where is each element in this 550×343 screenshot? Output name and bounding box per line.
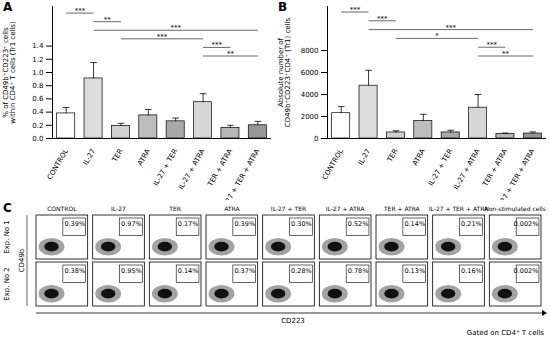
html-text:B: B	[278, 0, 288, 14]
svg-text:IL-27 + TER + ATRA: IL-27 + TER + ATRA	[495, 147, 537, 200]
svg-text:IL-27: IL-27	[82, 148, 98, 167]
svg-text:0.6: 0.6	[32, 95, 44, 103]
svg-text:0.39%: 0.39%	[234, 220, 255, 228]
svg-text:6000: 6000	[301, 69, 319, 77]
svg-text:***: ***	[75, 7, 86, 15]
svg-text:0.14%: 0.14%	[404, 220, 425, 228]
svg-text:IL-27 + TER: IL-27 + TER	[427, 148, 455, 188]
svg-text:CONTROL: CONTROL	[321, 148, 345, 182]
svg-text:***: ***	[157, 33, 168, 41]
svg-text:% of CD49b⁺CD223⁺ cellswithin: % of CD49b⁺CD223⁺ cellswithin CD4⁺ T cel…	[2, 21, 17, 124]
svg-text:ATRA: ATRA	[224, 205, 240, 212]
svg-text:***: ***	[212, 41, 223, 49]
svg-text:0.21%: 0.21%	[461, 220, 482, 228]
svg-text:*: *	[435, 32, 439, 40]
svg-text:0.28%: 0.28%	[291, 267, 312, 275]
svg-text:Exp. No 1: Exp. No 1	[3, 220, 11, 254]
svg-text:IL-27 + TER: IL-27 + TER	[271, 205, 306, 212]
svg-text:0.0: 0.0	[32, 135, 43, 143]
svg-text:2000: 2000	[301, 113, 319, 121]
svg-text:0: 0	[314, 135, 318, 143]
svg-text:1.4: 1.4	[32, 42, 44, 50]
svg-text:IL-27 + TER: IL-27 + TER	[152, 148, 180, 188]
svg-text:0.002%: 0.002%	[514, 267, 539, 275]
svg-text:IL-27: IL-27	[357, 148, 373, 167]
svg-text:IL-27 + TER + ATRA: IL-27 + TER + ATRA	[429, 205, 489, 212]
svg-text:IL-27 + ATRA: IL-27 + ATRA	[452, 147, 482, 191]
svg-text:8000: 8000	[301, 47, 319, 55]
svg-text:C: C	[3, 201, 12, 215]
svg-text:TER + ATRA: TER + ATRA	[383, 205, 421, 212]
svg-text:0.37%: 0.37%	[234, 267, 255, 275]
svg-text:0.39%: 0.39%	[64, 220, 85, 228]
svg-text:***: ***	[377, 15, 388, 23]
svg-text:0.95%: 0.95%	[121, 267, 142, 275]
svg-text:**: **	[502, 50, 510, 58]
svg-text:0.38%: 0.38%	[64, 267, 85, 275]
svg-text:0.78%: 0.78%	[348, 267, 369, 275]
svg-text:IL-27 + TER + ATRA: IL-27 + TER + ATRA	[220, 147, 262, 200]
svg-text:TER: TER	[385, 148, 399, 165]
svg-text:TER + ATRA: TER + ATRA	[206, 147, 234, 188]
svg-text:1.2: 1.2	[32, 56, 43, 64]
svg-text:***: ***	[350, 6, 361, 14]
svg-text:**: **	[104, 16, 112, 24]
svg-text:TER: TER	[110, 148, 124, 165]
svg-text:0.13%: 0.13%	[404, 267, 425, 275]
svg-text:CONTROL: CONTROL	[46, 148, 70, 182]
svg-text:Gated on CD4⁺ T cells: Gated on CD4⁺ T cells	[467, 329, 545, 337]
html-text:A: A	[3, 0, 13, 14]
svg-text:0.002%: 0.002%	[514, 220, 539, 228]
svg-text:0.52%: 0.52%	[348, 220, 369, 228]
svg-text:Non-stimulated cells: Non-stimulated cells	[484, 205, 545, 212]
svg-text:4000: 4000	[301, 91, 319, 99]
svg-text:**: **	[227, 50, 235, 58]
svg-text:CD223: CD223	[281, 317, 305, 325]
svg-text:***: ***	[445, 24, 456, 32]
svg-text:0.2: 0.2	[32, 122, 43, 130]
svg-text:0.16%: 0.16%	[461, 267, 482, 275]
svg-text:CD49b: CD49b	[18, 248, 26, 272]
svg-text:0.97%: 0.97%	[121, 220, 142, 228]
svg-text:0.4: 0.4	[32, 108, 44, 116]
svg-text:***: ***	[170, 24, 181, 32]
svg-text:1.0: 1.0	[32, 69, 43, 77]
svg-text:CONTROL: CONTROL	[47, 205, 77, 212]
svg-text:IL-27 + ATRA: IL-27 + ATRA	[177, 147, 207, 191]
svg-text:Exp. No 2: Exp. No 2	[3, 267, 11, 301]
svg-text:ATRA: ATRA	[411, 147, 427, 167]
svg-text:0.14%: 0.14%	[178, 267, 199, 275]
svg-text:***: ***	[487, 41, 498, 49]
svg-text:0.30%: 0.30%	[291, 220, 312, 228]
svg-text:TER + ATRA: TER + ATRA	[481, 147, 509, 188]
svg-text:0.17%: 0.17%	[178, 220, 199, 228]
svg-text:0.8: 0.8	[32, 82, 43, 90]
svg-text:TER: TER	[168, 205, 181, 212]
svg-text:Absolute number ofCD49b⁺CD223⁺: Absolute number ofCD49b⁺CD223⁺CD4⁺ (Tr1)…	[277, 18, 292, 128]
svg-text:IL-27 + ATRA: IL-27 + ATRA	[326, 205, 366, 212]
svg-text:IL-27: IL-27	[111, 205, 126, 212]
svg-text:ATRA: ATRA	[136, 147, 152, 167]
